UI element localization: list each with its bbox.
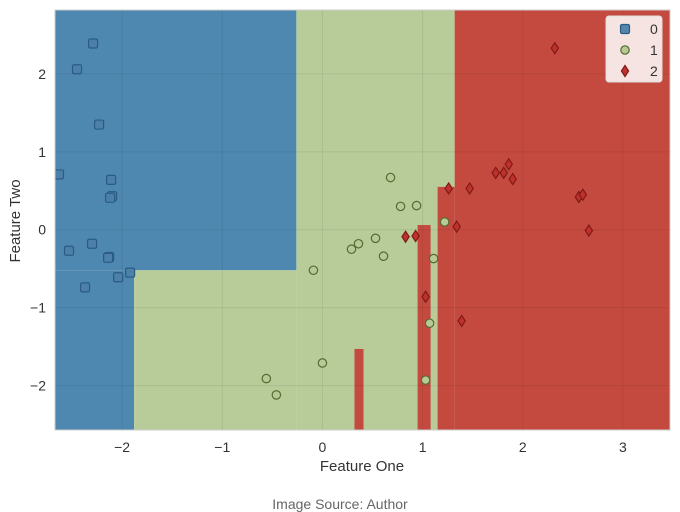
point-class-1 [424,318,435,329]
point-class-1 [378,251,389,262]
point-class-0 [105,174,117,185]
legend: 0 1 2 [605,15,663,83]
point-class-1 [395,201,406,212]
legend-marker-class-2 [620,64,630,78]
point-class-1 [439,217,450,227]
point-class-2 [465,181,474,196]
point-class-1 [370,233,381,244]
decision-regions [55,10,670,430]
decision-region-class-0-1 [55,270,135,430]
point-class-1 [428,253,439,264]
point-class-1 [346,244,357,255]
point-class-2 [411,229,420,243]
decision-region-class-2-5 [437,186,455,430]
decision-region-class-1-2 [134,270,297,430]
point-class-2 [584,223,594,238]
y-tick-label: −2 [30,378,46,394]
y-tick-label: −1 [30,300,46,316]
point-class-2 [444,181,453,196]
point-class-0 [71,64,83,75]
point-class-0 [104,192,116,203]
point-class-2 [491,166,501,180]
point-class-2 [550,41,560,55]
y-tick-labels: −2 −1 0 1 2 [30,66,46,394]
y-tick-label: 0 [38,222,46,238]
point-class-2 [504,157,514,171]
point-class-1 [261,373,272,384]
y-tick-label: 1 [38,144,46,160]
point-class-0 [87,38,99,49]
point-class-2 [508,172,518,186]
plot-frame [54,9,671,431]
decision-region-class-0-0 [55,10,297,271]
point-class-0 [55,169,65,180]
point-class-1 [317,358,328,368]
legend-label-class-0: 0 [650,21,658,37]
point-class-2 [578,188,588,202]
point-class-1 [385,172,396,183]
legend-marker-class-1 [620,45,630,55]
x-tick-label: −1 [214,439,230,455]
y-tick-label: 2 [38,66,46,82]
x-axis-label: Feature One [320,458,404,475]
point-class-2 [457,314,466,328]
point-class-1 [420,375,431,385]
y-axis-label: Feature Two [7,179,24,262]
decision-boundary-chart: −2 −1 0 1 2 3 −2 −1 0 1 2 Feature One Feature Two… [7,9,671,475]
point-class-0 [125,267,136,278]
x-tick-label: 1 [419,439,427,455]
point-class-1 [308,265,319,276]
point-class-1 [271,390,282,400]
data-points [55,38,594,400]
x-tick-label: 0 [319,439,327,455]
legend-marker-class-0 [619,23,631,35]
point-class-0 [79,282,91,293]
point-class-0 [86,238,98,249]
x-tick-label: 2 [519,439,527,455]
x-tick-label: −2 [114,439,130,455]
legend-label-class-1: 1 [650,42,658,58]
point-class-1 [353,238,364,249]
point-class-2 [421,290,430,304]
point-class-2 [452,220,461,234]
point-class-0 [63,245,75,256]
x-tick-labels: −2 −1 0 1 2 3 [114,439,627,455]
image-source-caption: Image Source: Author [272,496,408,512]
point-class-0 [102,252,114,263]
point-class-0 [113,272,124,283]
x-tick-label: 3 [619,439,627,455]
point-class-2 [401,230,410,244]
legend-label-class-2: 2 [650,63,658,79]
decision-region-class-2-7 [354,348,364,430]
point-class-2 [499,166,509,180]
point-class-1 [411,200,422,211]
point-class-0 [93,119,105,130]
